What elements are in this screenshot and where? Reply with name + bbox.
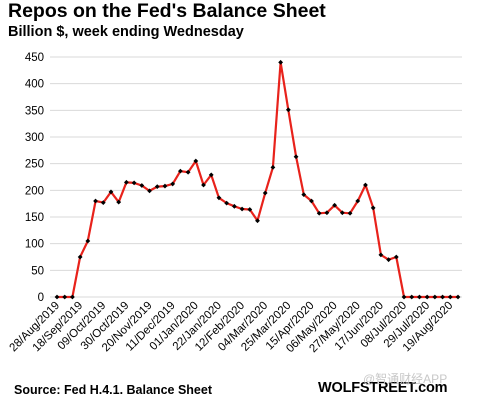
data-point: [417, 294, 422, 300]
data-point: [355, 198, 361, 204]
data-point: [447, 294, 453, 300]
data-point: [70, 294, 75, 300]
y-tick-450: 450: [25, 52, 44, 64]
y-tick-300: 300: [25, 132, 44, 144]
data-point: [270, 165, 276, 170]
data-point: [247, 207, 253, 212]
data-point: [162, 183, 168, 189]
data-point: [386, 257, 391, 263]
data-point: [332, 202, 338, 208]
data-point: [193, 158, 199, 164]
series-markers: [54, 59, 461, 300]
watermark: @智通财经APP: [363, 372, 448, 386]
data-point: [170, 181, 176, 187]
data-point: [224, 200, 230, 206]
x-axis-tick-labels: 28/Aug/201918/Sep/201909/Oct/201930/Oct/…: [8, 300, 456, 356]
source-note: Source: Fed H.4.1. Balance Sheet: [14, 383, 212, 397]
data-point: [239, 206, 245, 212]
data-point: [309, 198, 314, 204]
data-point: [409, 294, 415, 300]
data-point: [424, 294, 430, 300]
y-tick-100: 100: [25, 239, 44, 251]
data-point: [432, 294, 438, 300]
data-point: [370, 205, 376, 211]
data-point: [347, 210, 353, 216]
data-point: [455, 294, 461, 300]
data-point: [255, 218, 260, 224]
data-point: [285, 107, 291, 113]
data-point: [185, 169, 191, 175]
data-point: [378, 252, 384, 258]
data-point: [131, 180, 137, 186]
data-point: [262, 190, 268, 196]
data-point: [54, 294, 60, 300]
y-tick-150: 150: [25, 212, 44, 224]
data-point: [440, 294, 445, 300]
y-tick-50: 50: [31, 265, 44, 277]
data-point: [208, 172, 214, 178]
gridlines: [50, 56, 462, 298]
y-tick-200: 200: [25, 185, 44, 197]
data-point: [401, 294, 407, 300]
data-point: [316, 210, 322, 216]
data-point: [62, 294, 68, 300]
data-point: [393, 254, 399, 260]
y-axis-tick-labels: 0 50 100 150 200 250 300 350 400 450: [25, 52, 44, 304]
data-point: [201, 182, 206, 188]
data-point: [177, 168, 183, 174]
data-point: [147, 188, 152, 194]
data-point: [100, 200, 106, 205]
data-point: [108, 189, 114, 195]
data-point: [324, 210, 330, 216]
data-point: [216, 195, 222, 201]
data-point: [93, 198, 98, 204]
chart-subtitle: Billion $, week ending Wednesday: [8, 24, 244, 40]
data-point: [154, 184, 160, 189]
y-tick-250: 250: [25, 159, 44, 171]
data-point: [116, 199, 122, 205]
data-point: [278, 59, 284, 65]
brand-label: WOLFSTREET.com: [318, 380, 448, 396]
y-tick-350: 350: [25, 105, 44, 117]
data-point: [124, 179, 129, 185]
series-line: [57, 61, 458, 299]
data-point: [77, 254, 83, 260]
series-repos: [57, 61, 458, 299]
data-point: [363, 182, 368, 188]
chart-title: Repos on the Fed's Balance Sheet: [8, 0, 326, 22]
data-point: [293, 154, 299, 160]
data-point: [85, 238, 91, 244]
y-tick-400: 400: [25, 79, 44, 91]
data-point: [301, 192, 307, 197]
y-tick-0: 0: [38, 292, 44, 304]
data-point: [139, 183, 145, 188]
data-point: [231, 203, 237, 209]
data-point: [339, 210, 345, 216]
